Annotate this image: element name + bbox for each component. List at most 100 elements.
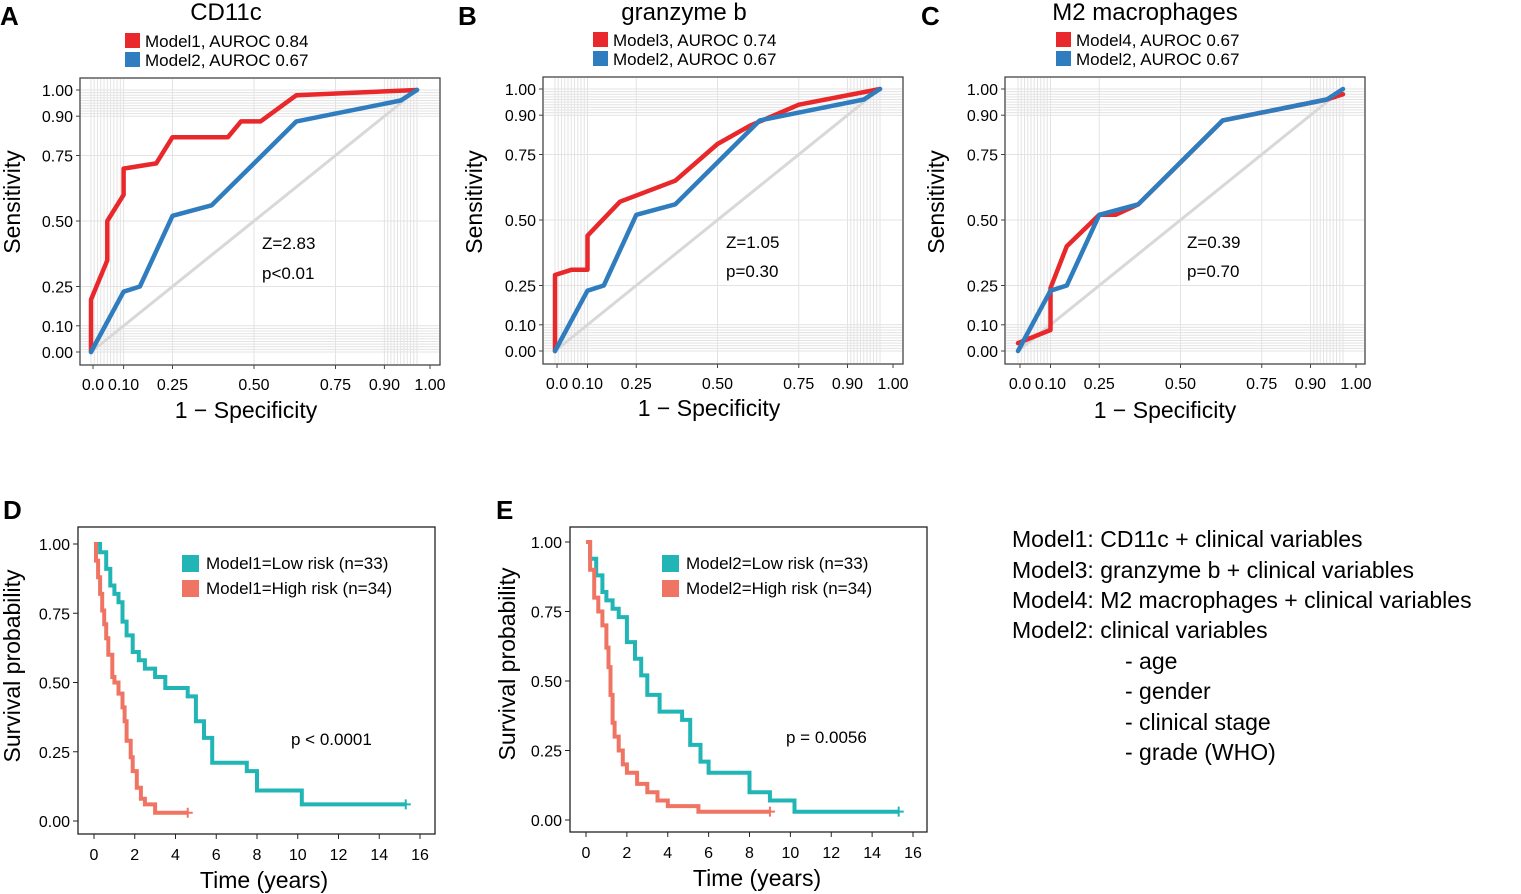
y-axis-title: Sensitivity xyxy=(923,150,949,254)
x-tick-label: 0.10 xyxy=(1035,376,1066,393)
y-tick-label: 0.10 xyxy=(505,318,536,335)
legend-swatch-blue xyxy=(593,51,608,66)
legend-swatch-teal xyxy=(662,555,679,572)
y-tick-label: 0.75 xyxy=(531,605,562,622)
x-tick-label: 2 xyxy=(622,845,631,862)
x-axis-title: 1 − Specificity xyxy=(175,397,318,423)
x-tick-label: 12 xyxy=(330,847,348,864)
logrank-p-value: p = 0.0056 xyxy=(786,728,867,747)
y-tick-label: 0.50 xyxy=(39,676,70,693)
y-tick-label: 0.10 xyxy=(42,319,73,336)
x-tick-label: 1.00 xyxy=(1340,376,1371,393)
y-tick-label: 1.00 xyxy=(531,535,562,552)
reference-diagonal xyxy=(554,87,881,353)
x-tick-label: 1.00 xyxy=(414,377,445,394)
reference-diagonal xyxy=(1017,87,1344,353)
model-key-line: - gender xyxy=(1125,678,1211,704)
km-panel-e: E Model2=Low risk (n=33) Model2=High ris… xyxy=(494,495,928,891)
x-tick-label: 14 xyxy=(370,847,388,864)
y-tick-label: 0.75 xyxy=(39,606,70,623)
x-axis-title: 1 − Specificity xyxy=(1094,397,1237,423)
logrank-p-value: p < 0.0001 xyxy=(291,730,372,749)
z-statistic: Z=1.05 xyxy=(726,233,779,252)
legend-label-model1: Model1, AUROC 0.84 xyxy=(145,32,308,51)
x-tick-label: 8 xyxy=(745,845,754,862)
roc-grid xyxy=(542,76,904,365)
y-axis-title: Survival probability xyxy=(494,567,520,761)
legend-label-high-risk: Model2=High risk (n=34) xyxy=(686,579,872,598)
legend-label-model4: Model4, AUROC 0.67 xyxy=(1076,31,1239,50)
y-tick-label: 0.90 xyxy=(505,108,536,125)
x-tick-label: 0.50 xyxy=(702,376,733,393)
legend-label-model3: Model3, AUROC 0.74 xyxy=(613,31,776,50)
y-tick-label: 1.00 xyxy=(505,82,536,99)
legend-swatch-blue xyxy=(1056,51,1071,66)
model-key-line: - grade (WHO) xyxy=(1125,739,1276,765)
x-axis-title: 1 − Specificity xyxy=(638,395,781,421)
model-key-line: Model3: granzyme b + clinical variables xyxy=(1012,557,1414,583)
y-tick-label: 0.10 xyxy=(967,318,998,335)
model-key-line: - age xyxy=(1125,648,1177,674)
p-value: p<0.01 xyxy=(262,264,314,283)
x-tick-label: 6 xyxy=(704,845,713,862)
legend-label-low-risk: Model2=Low risk (n=33) xyxy=(686,554,868,573)
km-panel-d: D Model1=Low risk (n=33) Model1=High ris… xyxy=(0,495,436,893)
x-tick-label: 0.90 xyxy=(832,376,863,393)
legend-swatch-red xyxy=(1056,32,1071,47)
y-tick-label: 0.25 xyxy=(39,745,70,762)
x-tick-label: 0.75 xyxy=(783,376,814,393)
roc-title-a: CD11c xyxy=(190,0,262,26)
legend-label-low-risk: Model1=Low risk (n=33) xyxy=(206,554,388,573)
panel-label-b: B xyxy=(458,1,477,31)
roc-panel-b: B granzyme b Model3, AUROC 0.74 Model2, … xyxy=(458,0,909,421)
y-tick-label: 0.50 xyxy=(42,214,73,231)
roc-title-c: M2 macrophages xyxy=(1052,0,1237,26)
y-tick-label: 0.75 xyxy=(505,148,536,165)
km-curve-low-risk xyxy=(94,542,406,807)
x-tick-label: 0.90 xyxy=(1295,376,1326,393)
x-tick-label: 4 xyxy=(663,845,672,862)
x-tick-label: 0.25 xyxy=(1084,376,1115,393)
legend-label-model2: Model2, AUROC 0.67 xyxy=(1076,50,1239,69)
x-tick-label: 1.00 xyxy=(877,376,908,393)
x-tick-label: 0.10 xyxy=(108,377,139,394)
x-tick-label: 0.50 xyxy=(238,377,269,394)
legend-swatch-salmon xyxy=(662,580,679,597)
y-tick-label: 1.00 xyxy=(967,82,998,99)
x-tick-label: 0.75 xyxy=(1246,376,1277,393)
km-curve-high-risk xyxy=(94,542,188,815)
y-tick-label: 0.25 xyxy=(531,744,562,761)
legend-swatch-teal xyxy=(182,555,199,572)
km-curve-low-risk xyxy=(586,540,899,814)
y-tick-label: 0.75 xyxy=(42,149,73,166)
y-tick-label: 0.00 xyxy=(967,344,998,361)
x-tick-label: 2 xyxy=(130,847,139,864)
x-tick-label: 0 xyxy=(582,845,591,862)
y-tick-label: 0.00 xyxy=(531,813,562,830)
panel-label-e: E xyxy=(496,495,513,525)
y-tick-label: 0.00 xyxy=(39,814,70,831)
roc-curve-model-red xyxy=(88,87,420,355)
x-tick-label: 0.75 xyxy=(320,377,351,394)
censor-mark xyxy=(893,806,904,817)
model-key-line: Model1: CD11c + clinical variables xyxy=(1012,526,1362,552)
reference-diagonal xyxy=(90,88,418,354)
x-tick-label: 0.0 xyxy=(546,376,568,393)
y-tick-label: 0.50 xyxy=(531,674,562,691)
legend-swatch-red xyxy=(125,33,140,48)
legend-swatch-red xyxy=(593,32,608,47)
roc-panel-c: C M2 macrophages Model4, AUROC 0.67 Mode… xyxy=(921,0,1372,423)
x-tick-label: 16 xyxy=(904,845,922,862)
y-tick-label: 0.90 xyxy=(967,108,998,125)
x-tick-label: 0.25 xyxy=(621,376,652,393)
censor-mark xyxy=(764,806,775,817)
legend-swatch-salmon xyxy=(182,580,199,597)
y-tick-label: 0.50 xyxy=(967,213,998,230)
y-tick-label: 0.75 xyxy=(967,148,998,165)
model-key-line: Model2: clinical variables xyxy=(1012,617,1268,643)
roc-panel-a: A CD11c Model1, AUROC 0.84 Model2, AUROC… xyxy=(0,0,446,423)
x-tick-label: 4 xyxy=(171,847,180,864)
model-key: Model1: CD11c + clinical variables Model… xyxy=(1012,526,1472,765)
roc-title-b: granzyme b xyxy=(621,0,746,26)
